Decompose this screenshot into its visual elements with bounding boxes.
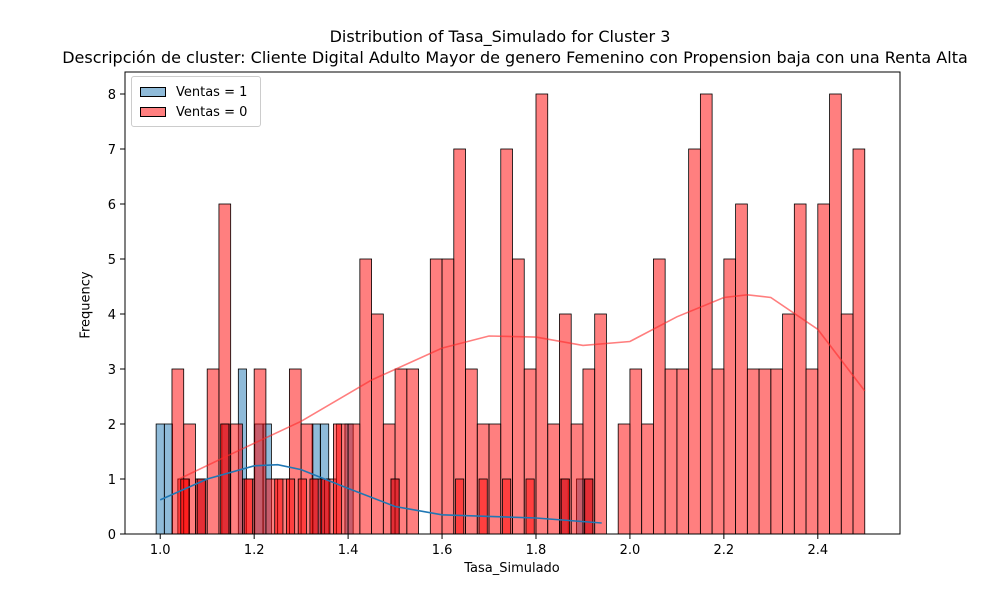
y-tick-label-3: 3	[108, 363, 116, 378]
histogram-bar-ventas0-25	[453, 148, 466, 535]
histogram-bar-ventas0-37	[594, 313, 607, 535]
histogram-bar-ventas0-41	[641, 423, 654, 535]
histogram-bar-ventas0-50	[746, 368, 760, 535]
legend-item-ventas-1: Ventas = 1	[140, 84, 247, 100]
histogram-bar-ventas0-fine-15	[560, 478, 570, 535]
kde-line-ventas-0	[178, 293, 866, 480]
histogram-bar-ventas0-26	[465, 368, 478, 535]
histogram-bar-ventas0-24	[441, 258, 455, 535]
histogram-bar-ventas0-58	[840, 313, 854, 535]
x-tick-label-4: 1.8	[526, 543, 547, 558]
y-tick-label-7: 7	[108, 143, 116, 158]
histogram-bar-ventas0-fine-5	[286, 478, 296, 535]
x-tick-label-5: 2.0	[620, 543, 641, 558]
histogram-bar-ventas0-48	[723, 258, 737, 535]
legend-label-ventas-0: Ventas = 0	[176, 104, 248, 120]
y-tick-label-1: 1	[108, 473, 116, 488]
histogram-bar-ventas0-39	[617, 423, 631, 535]
histogram-bar-ventas0-4	[206, 368, 220, 535]
histogram-bar-ventas0-33	[547, 423, 560, 535]
histogram-bar-ventas0-47	[711, 368, 725, 535]
histogram-bar-ventas0-8	[253, 368, 267, 535]
plot-area: 1.0 1.2 1.4 1.6 1.8 2.0 2.2 2.4 0 1 2 3 4 5 6 7 8	[108, 71, 901, 558]
chart-subtitle: Descripción de cluster: Cliente Digital …	[62, 48, 968, 67]
y-tick-label-4: 4	[108, 308, 116, 323]
histogram-bar-ventas0-fine-13	[502, 478, 512, 535]
histogram-bar-ventas0-55	[805, 368, 819, 535]
x-tick-label-6: 2.2	[714, 543, 735, 558]
histogram-bar-ventas0-30	[512, 258, 525, 535]
histogram-bar-ventas0-fine-12	[478, 478, 488, 535]
histogram-bar-ventas0-fine-2	[220, 423, 230, 535]
legend-swatch-ventas-1	[140, 87, 166, 97]
legend-swatch-ventas-0	[140, 107, 166, 117]
legend: Ventas = 1 Ventas = 0	[131, 76, 261, 127]
histogram-bar-ventas0-fine-1	[196, 478, 206, 535]
y-axis-label: Frequency	[78, 271, 94, 339]
histogram-bar-ventas0-44	[676, 368, 690, 535]
histogram-bar-ventas0-56	[817, 203, 830, 535]
histogram-bar-ventas0-40	[629, 368, 643, 535]
histogram-bar-ventas0-45	[688, 148, 701, 535]
chart-title: Distribution of Tasa_Simulado for Cluste…	[329, 27, 671, 46]
histogram-bar-ventas0-46	[699, 93, 713, 535]
histogram-bar-ventas0-59	[852, 148, 866, 535]
histogram-bar-ventas0-23	[429, 258, 443, 535]
histogram-bar-ventas0-fine-8	[321, 478, 331, 535]
histogram-bar-ventas0-fine-16	[584, 478, 594, 535]
x-tick-label-3: 1.6	[432, 543, 453, 558]
axes-frame	[124, 71, 901, 535]
histogram-bar-ventas0-29	[500, 148, 513, 535]
histogram-bar-ventas0-43	[664, 368, 678, 535]
histogram-bar-ventas0-51	[758, 368, 772, 535]
y-tick-label-0: 0	[108, 528, 116, 543]
x-tick-label-2: 1.4	[338, 543, 359, 558]
y-tick-label-5: 5	[108, 253, 116, 268]
y-tick-label-2: 2	[108, 418, 116, 433]
histogram-bar-ventas0-53	[782, 313, 795, 535]
histogram-bar-ventas0-16	[347, 423, 361, 535]
histogram-bar-ventas0-57	[829, 93, 842, 535]
histogram-bar-ventas0-35	[570, 423, 584, 535]
histogram-bar-ventas1-1	[163, 423, 173, 535]
histogram-bar-ventas0-fine-7	[309, 478, 319, 535]
histogram-bar-ventas0-fine-14	[525, 478, 535, 535]
y-tick-label-8: 8	[108, 88, 116, 103]
histogram-bar-ventas0-54	[793, 203, 807, 535]
x-tick-label-7: 2.4	[807, 543, 828, 558]
legend-item-ventas-0: Ventas = 0	[140, 104, 247, 120]
histogram-bar-ventas0-fine-9	[333, 423, 343, 535]
histogram-bar-ventas0-fine-6	[297, 478, 307, 535]
x-tick-label-1: 1.2	[244, 543, 265, 558]
histogram-bar-ventas0-fine-4	[274, 478, 284, 535]
legend-label-ventas-1: Ventas = 1	[176, 84, 248, 100]
kde-line-ventas-1	[159, 463, 602, 524]
histogram-bar-ventas0-42	[653, 258, 666, 535]
histogram-bar-ventas0-52	[770, 368, 783, 535]
x-axis-label: Tasa_Simulado	[464, 561, 560, 576]
histogram-bar-ventas0-6	[230, 423, 243, 535]
histogram-bar-ventas1-0	[155, 423, 165, 535]
y-tick-label-6: 6	[108, 198, 116, 213]
histogram-bar-ventas0-fine-3	[243, 478, 253, 535]
histogram-bar-ventas0-32	[535, 93, 549, 535]
x-tick-label-0: 1.0	[150, 543, 171, 558]
histogram-bar-ventas0-fine-11	[455, 478, 465, 535]
histogram-bar-ventas0-49	[735, 203, 748, 535]
